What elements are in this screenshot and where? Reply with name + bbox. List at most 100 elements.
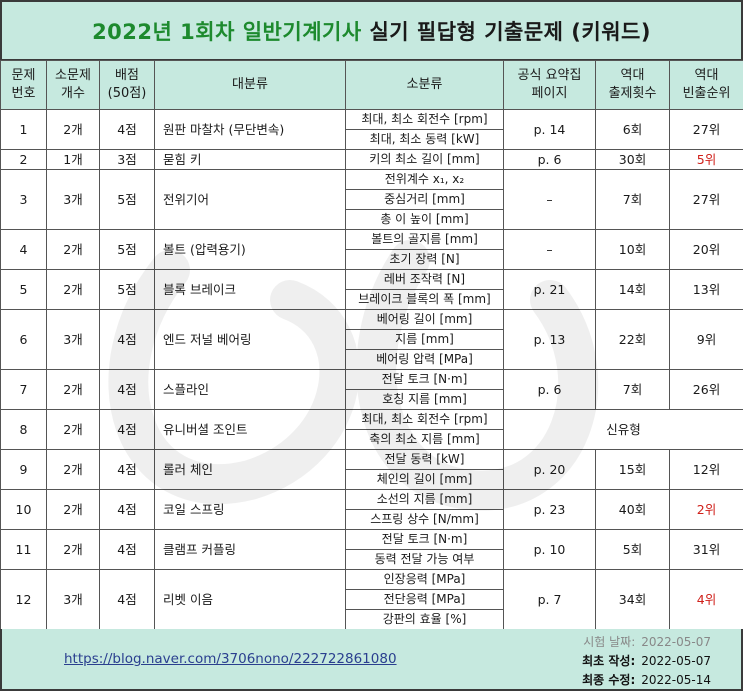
header-subcategory: 소분류: [345, 60, 504, 110]
problem-number: 12: [0, 569, 47, 630]
header-rank: 역대 빈출순위: [669, 60, 743, 110]
problem-number: 7: [0, 369, 47, 410]
category: 원판 마찰차 (무단변속): [154, 109, 346, 150]
table-row: 4 2개 5점 볼트 (압력용기) 볼트의 골지름 [mm] –10회 20위: [0, 229, 743, 270]
score: 5점: [99, 229, 155, 270]
blog-link[interactable]: https://blog.naver.com/3706nono/22272286…: [64, 651, 397, 667]
category: 유니버셜 조인트: [154, 409, 346, 450]
formula-page: –: [503, 169, 596, 230]
sub-count: 2개: [46, 229, 100, 270]
score: 4점: [99, 449, 155, 490]
frequency-rank: 27위: [669, 169, 743, 230]
frequency-rank: 5위: [669, 149, 743, 170]
header-score: 배점 (50점): [99, 60, 155, 110]
problem-number: 8: [0, 409, 47, 450]
sub-count: 2개: [46, 449, 100, 490]
table-row: 11 2개 4점 클램프 커플링 전달 토크 [N·m] p. 10 5회 31위: [0, 529, 743, 570]
score: 4점: [99, 489, 155, 530]
times-asked: 7회: [595, 369, 670, 410]
header-page: 공식 요약집 페이지: [503, 60, 596, 110]
formula-page: p. 6: [503, 149, 596, 170]
date-info: 시험 날짜: 2022-05-07 최초 작성: 2022-05-07 최종 수정:…: [569, 633, 711, 690]
table-body: 1 2개 4점 원판 마찰차 (무단변속) 최대, 최소 회전수 [rpm] p. 14 6…: [0, 109, 743, 630]
problem-number: 1: [0, 109, 47, 150]
sub-count: 2개: [46, 369, 100, 410]
times-asked: 6회: [595, 109, 670, 150]
modified-date-row: 최종 수정: 2022-05-14: [582, 673, 711, 687]
score: 4점: [99, 309, 155, 370]
times-asked: 34회: [595, 569, 670, 630]
title-subject: 일반기계기사: [242, 19, 362, 44]
score: 5점: [99, 169, 155, 230]
formula-page: p. 10: [503, 529, 596, 570]
subcategory: 브레이크 블록의 폭 [mm]: [345, 289, 504, 310]
header-count: 소문제 개수: [46, 60, 100, 110]
category: 블록 브레이크: [154, 269, 346, 310]
title-rest: 실기 필답형 기출문제 (키워드): [369, 19, 651, 44]
subcategory: 전달 토크 [N·m]: [345, 529, 504, 550]
frequency-rank: 12위: [669, 449, 743, 490]
subcategory: 키의 최소 길이 [mm]: [345, 149, 504, 170]
header-category: 대분류: [154, 60, 346, 110]
subcategory: 베어링 압력 [MPa]: [345, 349, 504, 370]
category: 클램프 커플링: [154, 529, 346, 570]
score: 3점: [99, 149, 155, 170]
table-header-row: 문제 번호 소문제 개수 배점 (50점) 대분류 소분류 공식 요약집 페이지 역대 출…: [0, 60, 743, 110]
title-round: 1회차: [180, 19, 235, 44]
formula-page: p. 21: [503, 269, 596, 310]
sub-count: 3개: [46, 309, 100, 370]
table-row: 브레이크 블록의 폭 [mm]: [1, 289, 743, 310]
table-row: 축의 최소 지름 [mm]: [1, 429, 743, 450]
category: 리벳 이음: [154, 569, 346, 630]
frequency-rank: 27위: [669, 109, 743, 150]
subcategory: 최대, 최소 동력 [kW]: [345, 129, 504, 150]
frequency-rank: 31위: [669, 529, 743, 570]
problem-number: 4: [0, 229, 47, 270]
subcategory: 체인의 길이 [mm]: [345, 469, 504, 490]
category: 묻힘 키: [154, 149, 346, 170]
problem-number: 10: [0, 489, 47, 530]
sub-count: 3개: [46, 169, 100, 230]
frequency-rank: 2위: [669, 489, 743, 530]
subcategory: 스프링 상수 [N/mm]: [345, 509, 504, 530]
sub-count: 2개: [46, 529, 100, 570]
subcategory: 호칭 지름 [mm]: [345, 389, 504, 410]
sub-count: 2개: [46, 489, 100, 530]
formula-page: p. 14: [503, 109, 596, 150]
sub-count: 2개: [46, 409, 100, 450]
page-title: 2022년 1회차 일반기계기사 실기 필답형 기출문제 (키워드): [0, 0, 743, 60]
frequency-rank: 20위: [669, 229, 743, 270]
table-row: 12 3개 4점 리벳 이음 인장응력 [MPa] p. 7 34회 4위: [0, 569, 743, 630]
problem-number: 9: [0, 449, 47, 490]
times-asked: 7회: [595, 169, 670, 230]
problem-number: 5: [0, 269, 47, 310]
times-asked: 15회: [595, 449, 670, 490]
score: 4점: [99, 569, 155, 630]
sub-count: 2개: [46, 109, 100, 150]
category: 볼트 (압력용기): [154, 229, 346, 270]
times-asked: 10회: [595, 229, 670, 270]
subcategory: 지름 [mm]: [345, 329, 504, 350]
category: 엔드 저널 베어링: [154, 309, 346, 370]
subcategory: 레버 조작력 [N]: [345, 269, 504, 290]
subcategory: 동력 전달 가능 여부: [345, 549, 504, 570]
subcategory: 강판의 효율 [%]: [345, 609, 504, 630]
formula-page: p. 20: [503, 449, 596, 490]
exam-table-wrapper: 문제 번호 소문제 개수 배점 (50점) 대분류 소분류 공식 요약집 페이지 역대 출…: [0, 60, 743, 630]
table-row: 강판의 효율 [%]: [1, 609, 743, 630]
sub-count: 1개: [46, 149, 100, 170]
subcategory: 인장응력 [MPa]: [345, 569, 504, 590]
subcategory: 베어링 길이 [mm]: [345, 309, 504, 330]
times-asked: 30회: [595, 149, 670, 170]
frequency-rank: 4위: [669, 569, 743, 630]
sub-count: 2개: [46, 269, 100, 310]
subcategory: 최대, 최소 회전수 [rpm]: [345, 109, 504, 130]
table-row: 5 2개 5점 블록 브레이크 레버 조작력 [N] p. 21 14회 13위: [0, 269, 743, 310]
score: 4점: [99, 409, 155, 450]
formula-page: p. 6: [503, 369, 596, 410]
exam-table: 문제 번호 소문제 개수 배점 (50점) 대분류 소분류 공식 요약집 페이지 역대 출…: [0, 60, 743, 630]
subcategory: 전위계수 x₁, x₂: [345, 169, 504, 190]
score: 5점: [99, 269, 155, 310]
subcategory: 축의 최소 지름 [mm]: [345, 429, 504, 450]
